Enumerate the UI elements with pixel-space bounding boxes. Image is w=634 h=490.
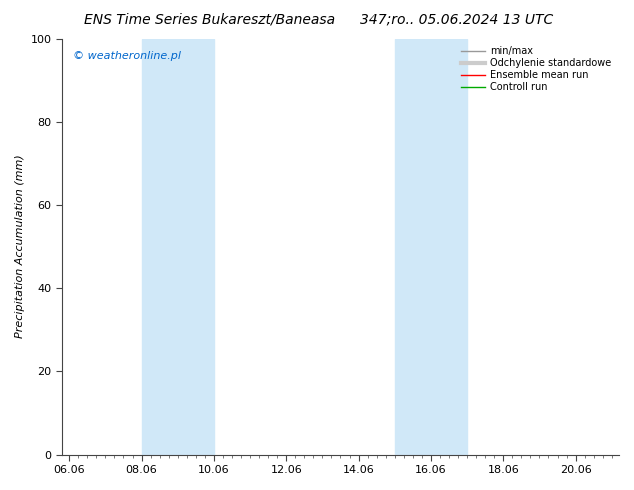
Bar — [395, 39, 467, 455]
Legend: min/max, Odchylenie standardowe, Ensemble mean run, Controll run: min/max, Odchylenie standardowe, Ensembl… — [458, 44, 614, 95]
Text: ENS Time Series Bukareszt/Baneasa: ENS Time Series Bukareszt/Baneasa — [84, 12, 335, 26]
Text: © weatheronline.pl: © weatheronline.pl — [73, 51, 181, 61]
Y-axis label: Precipitation Accumulation (mm): Precipitation Accumulation (mm) — [15, 155, 25, 339]
Bar — [141, 39, 214, 455]
Text: 347;ro.. 05.06.2024 13 UTC: 347;ro.. 05.06.2024 13 UTC — [360, 12, 553, 26]
